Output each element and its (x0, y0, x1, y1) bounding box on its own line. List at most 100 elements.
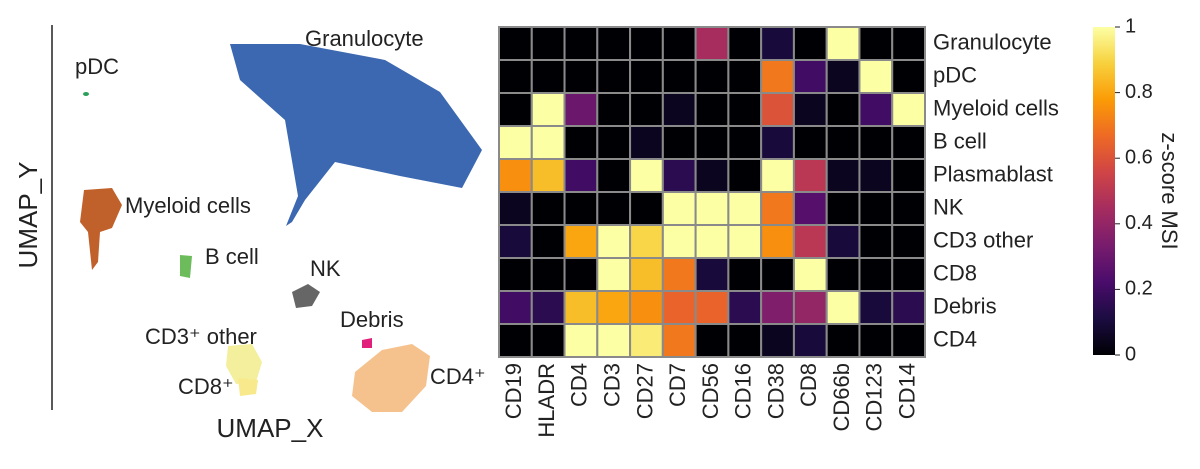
heatmap-cell (727, 290, 763, 325)
heatmap-cell (858, 125, 894, 160)
colorbar-tick-label: 0.6 (1125, 146, 1153, 168)
heatmap-cell (563, 323, 599, 358)
heatmap-cell (858, 290, 894, 325)
heatmap-cell (792, 59, 828, 94)
heatmap-cell (694, 59, 730, 94)
heatmap-cell (596, 59, 632, 94)
heatmap-cell (563, 191, 599, 226)
heatmap-cell (825, 323, 861, 358)
heatmap-cell (498, 92, 533, 127)
column-label: CD3 (600, 363, 625, 407)
heatmap-cell (760, 191, 795, 226)
heatmap-cell (629, 26, 664, 61)
heatmap-cell (498, 224, 533, 259)
heatmap-cell (530, 224, 566, 259)
row-label: Debris (933, 293, 997, 318)
heatmap-cell (629, 323, 664, 358)
column-label: CD66b (829, 363, 854, 431)
heatmap-cell (661, 26, 697, 61)
heatmap-cell (727, 59, 763, 94)
heatmap-cell (530, 257, 566, 292)
heatmap-cell (760, 224, 795, 259)
heatmap-cell (792, 191, 828, 226)
heatmap-cell (661, 323, 697, 358)
heatmap-cell (858, 92, 894, 127)
column-label: CD16 (731, 363, 756, 419)
heatmap-cell (891, 290, 927, 325)
cluster-blob (292, 284, 320, 308)
colorbar-tick-label: 1 (1125, 15, 1136, 37)
heatmap-cell (661, 257, 697, 292)
row-label: NK (933, 194, 964, 219)
heatmap-cell (563, 92, 599, 127)
heatmap-cell (530, 125, 566, 160)
heatmap-cell (760, 323, 795, 358)
cluster-label: Debris (340, 307, 404, 332)
heatmap-cell (629, 191, 664, 226)
heatmap-cell (858, 59, 894, 94)
heatmap-cell (563, 125, 599, 160)
cluster-blob (80, 188, 122, 270)
column-label: CD8 (796, 363, 821, 407)
heatmap-cell (694, 290, 730, 325)
heatmap-cell (825, 290, 861, 325)
heatmap-cell (661, 125, 697, 160)
cluster-label: B cell (205, 244, 259, 269)
heatmap-cell (891, 191, 927, 226)
row-label: pDC (933, 62, 977, 87)
colorbar-tick-label: 0.8 (1125, 81, 1153, 103)
heatmap-cell (727, 92, 763, 127)
row-label: CD4 (933, 326, 977, 351)
heatmap-cell (530, 323, 566, 358)
column-label: HLADR (534, 363, 559, 438)
heatmap-cell (727, 191, 763, 226)
heatmap-cell (530, 191, 566, 226)
heatmap-cell (596, 92, 632, 127)
heatmap-cell (825, 257, 861, 292)
cluster-blob (362, 338, 372, 348)
cluster-label: CD4⁺ (430, 364, 486, 389)
heatmap-cell (825, 59, 861, 94)
column-label: CD19 (501, 363, 526, 419)
y-axis-label: UMAP_Y (13, 162, 43, 269)
heatmap-cell (858, 257, 894, 292)
heatmap-cell (661, 92, 697, 127)
heatmap-cell (891, 92, 927, 127)
heatmap-cell (596, 323, 632, 358)
heatmap-cell (498, 59, 533, 94)
heatmap-cell (825, 26, 861, 61)
heatmap-cell (629, 224, 664, 259)
heatmap-cell (694, 26, 730, 61)
heatmap-cell (596, 290, 632, 325)
heatmap-cell (629, 257, 664, 292)
row-label: CD3 other (933, 227, 1033, 252)
heatmap-cell (661, 224, 697, 259)
heatmap-cell (563, 290, 599, 325)
heatmap-cell (760, 92, 795, 127)
cluster-label: Myeloid cells (125, 193, 251, 218)
heatmap-cell (596, 158, 632, 193)
heatmap-cell (629, 59, 664, 94)
heatmap-cell (891, 59, 927, 94)
cluster-blob (230, 44, 482, 226)
heatmap-cell (891, 158, 927, 193)
row-label: Myeloid cells (933, 95, 1059, 120)
heatmap-cell (694, 125, 730, 160)
heatmap-cell (891, 224, 927, 259)
heatmap-cell (661, 59, 697, 94)
heatmap-cell (661, 158, 697, 193)
cluster-blob (83, 92, 89, 96)
heatmap-cell (792, 323, 828, 358)
colorbar (1093, 27, 1115, 355)
cluster-label: CD8⁺ (178, 374, 234, 399)
heatmap-cell (891, 26, 927, 61)
heatmap-cell (760, 290, 795, 325)
heatmap-cell (858, 26, 894, 61)
heatmap-cell (596, 257, 632, 292)
heatmap-cell (760, 26, 795, 61)
heatmap-cell (727, 257, 763, 292)
heatmap-cell (694, 257, 730, 292)
heatmap-cell (596, 125, 632, 160)
heatmap-cell (825, 125, 861, 160)
